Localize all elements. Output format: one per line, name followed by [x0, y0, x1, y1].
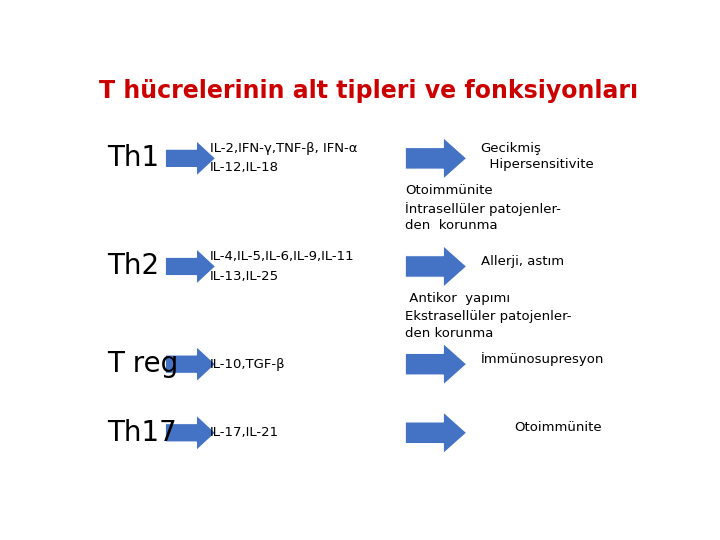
Text: IL-4,IL-5,IL-6,IL-9,IL-11: IL-4,IL-5,IL-6,IL-9,IL-11 [210, 251, 354, 264]
Text: İmmünosupresyon: İmmünosupresyon [481, 352, 604, 366]
Text: Otoimmünite: Otoimmünite [514, 421, 602, 434]
Text: Hipersensitivite: Hipersensitivite [481, 158, 593, 171]
Polygon shape [405, 343, 467, 385]
Polygon shape [405, 412, 467, 454]
Text: Th17: Th17 [107, 419, 176, 447]
Text: IL-10,TGF-β: IL-10,TGF-β [210, 357, 286, 370]
Text: T hücrelerinin alt tipleri ve fonksiyonları: T hücrelerinin alt tipleri ve fonksiyonl… [99, 79, 639, 103]
Text: IL-13,IL-25: IL-13,IL-25 [210, 269, 279, 282]
Text: IL-2,IFN-γ,TNF-β, IFN-α: IL-2,IFN-γ,TNF-β, IFN-α [210, 142, 357, 156]
Text: Otoimmünite: Otoimmünite [405, 184, 493, 198]
Polygon shape [166, 141, 215, 176]
Text: den korunma: den korunma [405, 327, 494, 340]
Text: Allerji, astım: Allerji, astım [481, 255, 564, 268]
Text: den  korunma: den korunma [405, 219, 498, 232]
Polygon shape [405, 138, 467, 179]
Text: Th1: Th1 [107, 144, 159, 172]
Polygon shape [166, 415, 215, 450]
Text: IL-17,IL-21: IL-17,IL-21 [210, 426, 279, 439]
Text: Antikor  yapımı: Antikor yapımı [405, 293, 510, 306]
Text: Th2: Th2 [107, 253, 159, 280]
Text: Ekstrasellüler patojenler-: Ekstrasellüler patojenler- [405, 310, 572, 323]
Text: İntrasellüler patojenler-: İntrasellüler patojenler- [405, 202, 561, 216]
Polygon shape [166, 347, 215, 382]
Text: IL-12,IL-18: IL-12,IL-18 [210, 161, 279, 174]
Text: Gecikmiş: Gecikmiş [481, 142, 541, 156]
Polygon shape [166, 249, 215, 284]
Text: T reg: T reg [107, 350, 178, 378]
Polygon shape [405, 246, 467, 287]
